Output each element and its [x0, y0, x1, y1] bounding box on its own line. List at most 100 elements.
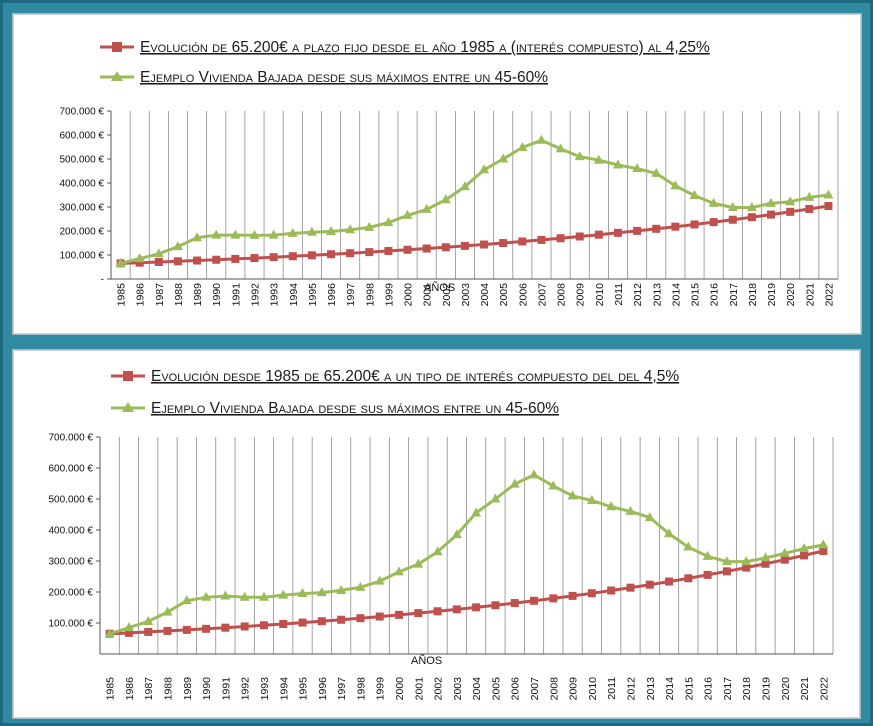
data-point-bottom-s1-1994 [278, 589, 289, 599]
x-tick-label-top-2004: 2004 [479, 283, 491, 307]
data-point-bottom-s1-2018 [741, 556, 752, 566]
x-tick-label-bottom-2002: 2002 [433, 677, 445, 701]
x-tick-label-top-2011: 2011 [613, 283, 625, 306]
legend-label-bottom-0: Evolución desde 1985 de 65.200€ a un tip… [151, 368, 679, 385]
x-tick-label-top-1985: 1985 [116, 283, 128, 307]
data-point-top-s1-2008 [555, 143, 566, 153]
x-tick-label-bottom-2015: 2015 [683, 677, 695, 701]
data-point-bottom-s0-1997 [337, 615, 346, 624]
data-point-top-s1-2013 [651, 167, 662, 177]
data-point-top-s0-1993 [269, 253, 278, 262]
data-point-bottom-s0-1990 [202, 624, 211, 633]
series-line-bottom-1 [109, 473, 824, 636]
data-point-top-s1-1995 [306, 226, 317, 236]
x-tick-label-bottom-2007: 2007 [529, 677, 541, 701]
data-point-top-s1-1989 [192, 232, 203, 242]
data-point-bottom-s0-1986 [124, 628, 133, 637]
data-point-bottom-s1-1991 [220, 590, 231, 600]
x-tick-label-top-2005: 2005 [498, 283, 510, 307]
x-tick-label-top-2019: 2019 [766, 283, 778, 307]
data-point-bottom-s1-1992 [239, 591, 250, 601]
data-point-bottom-s1-1995 [297, 588, 308, 598]
data-point-bottom-s1-2005 [490, 493, 501, 503]
x-tick-label-bottom-2021: 2021 [799, 677, 811, 701]
data-point-top-s0-2021 [805, 204, 814, 213]
data-point-top-s0-2015 [690, 220, 699, 229]
data-point-bottom-s0-2005 [491, 601, 500, 610]
x-tick-label-bottom-1995: 1995 [298, 677, 310, 701]
data-point-bottom-s0-1998 [356, 614, 365, 623]
data-point-bottom-s1-2009 [567, 490, 578, 500]
data-point-top-s1-1991 [230, 229, 241, 239]
data-point-top-s1-1987 [153, 248, 164, 258]
x-tick-label-top-2008: 2008 [556, 283, 568, 307]
chart-panel-bottom: 700.000 € 600.000 € 500.000 € 400.000 € 300.… [13, 350, 860, 718]
y-tick-label-bottom-6: 100.000 € [49, 619, 94, 630]
data-point-bottom-s1-2006 [509, 478, 520, 488]
data-point-bottom-s1-2003 [451, 529, 462, 539]
data-point-bottom-s1-2008 [548, 480, 559, 490]
data-point-top-s1-2002 [440, 194, 451, 204]
x-tick-label-bottom-1992: 1992 [240, 677, 252, 701]
x-tick-label-top-1990: 1990 [211, 283, 223, 307]
data-point-top-s1-2000 [402, 209, 413, 219]
data-point-bottom-s1-2007 [529, 469, 540, 479]
x-tick-label-bottom-1991: 1991 [220, 677, 232, 701]
data-point-top-s0-2022 [824, 202, 833, 211]
data-point-bottom-s0-1989 [182, 625, 191, 634]
data-point-top-s0-2017 [728, 215, 737, 224]
data-point-bottom-s0-2004 [472, 603, 481, 612]
x-tick-label-bottom-2011: 2011 [606, 677, 618, 700]
x-tick-label-bottom-2003: 2003 [452, 677, 464, 701]
legend-label-top-0: Evolución de 65.200€ a plazo fijo desde … [140, 39, 710, 56]
x-tick-label-bottom-1996: 1996 [317, 677, 329, 701]
x-tick-label-top-2013: 2013 [651, 283, 663, 307]
data-point-bottom-s1-1999 [374, 575, 385, 585]
chart-top: 700.000 € 600.000 € 500.000 € 400.000 € 300.… [60, 39, 839, 307]
y-tick-label-bottom-2: 500.000 € [49, 495, 94, 506]
x-tick-label-top-1986: 1986 [135, 283, 147, 307]
data-point-bottom-s1-1985 [104, 628, 115, 638]
data-point-top-s0-2008 [556, 234, 565, 243]
data-point-bottom-s0-2016 [703, 570, 712, 579]
x-tick-label-top-2001: 2001 [422, 283, 434, 307]
x-axis-title-top: AÑOS [424, 281, 455, 294]
data-point-bottom-s0-1992 [240, 622, 249, 631]
data-point-top-s1-2016 [708, 197, 719, 207]
data-point-top-s1-1999 [383, 217, 394, 227]
data-point-top-s0-2014 [671, 222, 680, 231]
data-point-top-s1-2015 [689, 189, 700, 199]
y-tick-label-top-1: 600.000 € [60, 131, 105, 142]
data-point-top-s0-1992 [250, 254, 259, 263]
x-tick-label-bottom-2012: 2012 [625, 677, 637, 701]
y-tick-label-top-0: 700.000 € [60, 107, 105, 118]
data-point-top-s1-2004 [479, 164, 490, 174]
x-tick-label-top-2016: 2016 [709, 283, 721, 307]
data-point-top-s0-2018 [747, 213, 756, 222]
x-tick-label-bottom-2014: 2014 [664, 677, 676, 701]
data-point-bottom-s1-2021 [799, 543, 810, 553]
x-tick-label-bottom-1988: 1988 [163, 677, 175, 701]
y-tick-label-bottom-3: 400.000 € [49, 526, 94, 537]
x-tick-label-bottom-2010: 2010 [587, 677, 599, 701]
data-point-top-s0-2010 [594, 230, 603, 239]
x-tick-label-bottom-1986: 1986 [124, 677, 136, 701]
x-tick-label-top-1995: 1995 [307, 283, 319, 307]
data-point-bottom-s0-1996 [317, 617, 326, 626]
data-point-bottom-s1-2012 [625, 505, 636, 515]
data-point-bottom-s0-2007 [530, 596, 539, 605]
x-tick-label-bottom-2022: 2022 [818, 677, 830, 701]
data-point-top-s1-2005 [498, 153, 509, 163]
data-point-top-s1-2022 [823, 189, 834, 199]
data-point-bottom-s1-1996 [316, 587, 327, 597]
data-point-bottom-s1-2015 [683, 541, 694, 551]
legend-label-bottom-1: Ejemplo Vivienda Bajada desde sus máximo… [151, 400, 559, 417]
x-tick-label-bottom-2013: 2013 [645, 677, 657, 701]
data-point-top-s0-2002 [441, 243, 450, 252]
x-tick-label-bottom-1985: 1985 [105, 677, 117, 701]
data-point-top-s1-2019 [766, 197, 777, 207]
data-point-top-s0-2003 [460, 241, 469, 250]
data-point-top-s1-2012 [632, 163, 643, 173]
x-tick-label-top-2015: 2015 [690, 283, 702, 307]
x-tick-label-top-2009: 2009 [575, 283, 587, 307]
